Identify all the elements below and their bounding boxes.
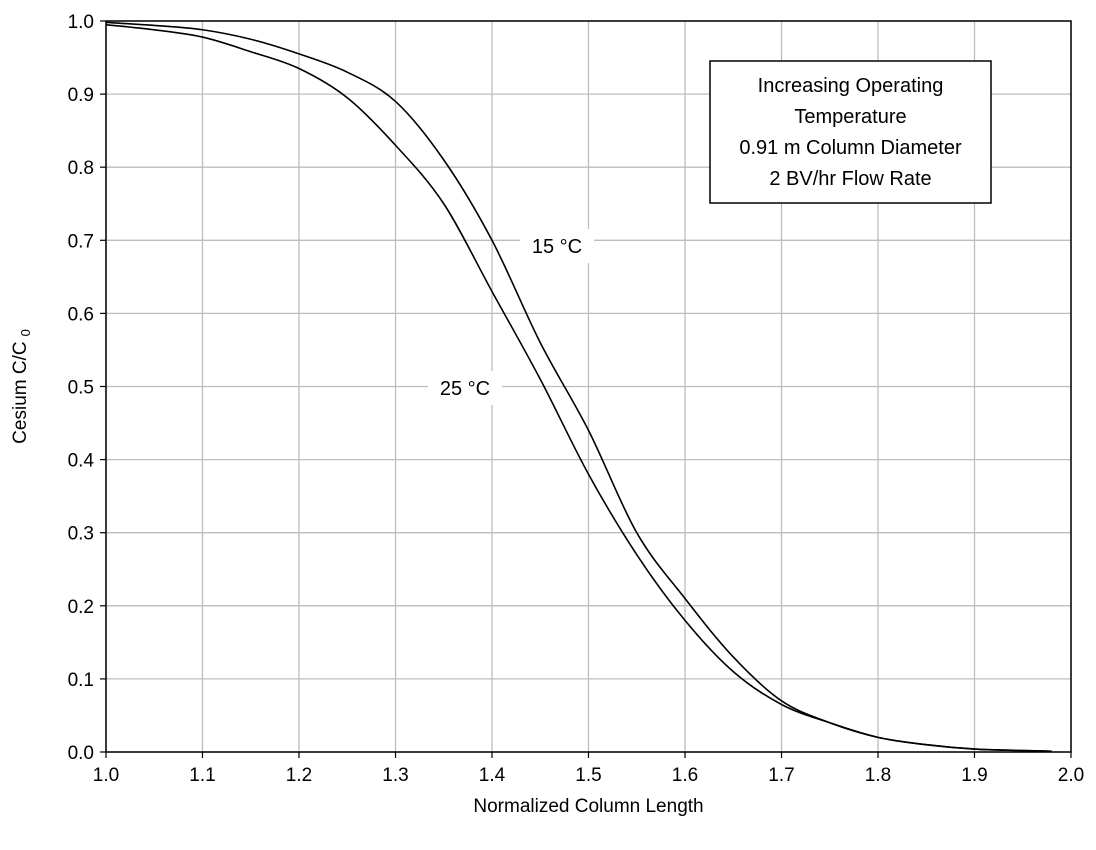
series-line-25c: [105, 23, 1052, 753]
y-axis-title: Cesium C/C 0: [10, 329, 33, 444]
x-tick-label: 1.0: [93, 765, 119, 786]
series-label: 25 °C: [440, 378, 490, 400]
series-label: 15 °C: [532, 236, 582, 258]
x-tick-label: 1.1: [189, 765, 215, 786]
x-tick-label: 1.4: [479, 765, 506, 786]
annotation-line-3: 0.91 m Column Diameter: [739, 137, 962, 159]
series-label-background: [520, 229, 594, 263]
y-axis-title-main: Cesium C/C: [10, 341, 31, 443]
x-tick-label: 1.7: [768, 765, 794, 786]
x-tick-label: 1.2: [286, 765, 312, 786]
x-axis-title: Normalized Column Length: [473, 796, 703, 817]
x-tick-label: 1.3: [382, 765, 408, 786]
annotation-box: Increasing Operating Temperature 0.91 m …: [709, 60, 992, 204]
x-tick-label: 2.0: [1058, 765, 1084, 786]
y-tick-label: 0.0: [68, 743, 94, 764]
annotation-line-4: 2 BV/hr Flow Rate: [769, 168, 931, 190]
x-tick-label: 1.8: [865, 765, 891, 786]
annotation-line-1: Increasing Operating: [758, 75, 944, 97]
x-tick-label: 1.9: [961, 765, 987, 786]
y-tick-label: 1.0: [68, 12, 94, 33]
x-axis-ticks: 1.0 1.1 1.2 1.3 1.4 1.5 1.6 1.7 1.8 1.9 2.0: [93, 752, 1084, 786]
y-tick-label: 0.4: [68, 451, 95, 472]
y-axis-ticks: 0.0 0.1 0.2 0.3 0.4 0.5 0.6 0.7 0.8 0.9 1.0: [68, 12, 106, 764]
y-tick-label: 0.1: [68, 670, 94, 691]
y-tick-label: 0.6: [68, 304, 94, 325]
y-tick-label: 0.5: [68, 378, 94, 399]
series-lines: [105, 21, 1052, 753]
y-tick-label: 0.7: [68, 231, 94, 252]
y-tick-label: 0.2: [68, 597, 94, 618]
y-tick-label: 0.8: [68, 158, 94, 179]
x-tick-label: 1.5: [575, 765, 601, 786]
x-tick-label: 1.6: [672, 765, 698, 786]
y-tick-label: 0.9: [68, 85, 94, 106]
y-tick-label: 0.3: [68, 524, 94, 545]
annotation-line-2: Temperature: [794, 106, 906, 128]
series-labels: 15 °C 25 °C: [428, 229, 594, 405]
series-label-background: [428, 371, 502, 405]
annotation-box-frame: [709, 60, 992, 204]
y-axis-title-subscript: 0: [18, 329, 33, 336]
